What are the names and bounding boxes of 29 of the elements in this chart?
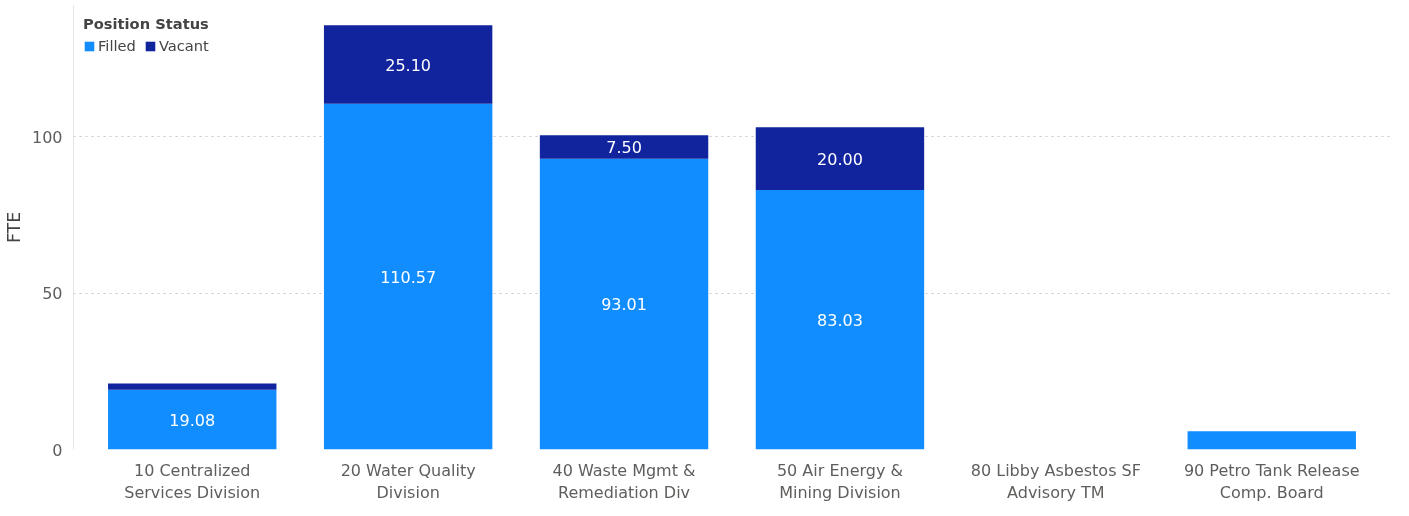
x-tick-label: 10 Centralized Services Division	[124, 460, 261, 503]
bar	[539, 135, 709, 159]
legend-label: Vacant	[158, 37, 209, 54]
data-label: 83.03	[817, 310, 863, 330]
x-tick-label: 50 Air Energy & Mining Division	[776, 460, 903, 503]
data-label: 110.57	[380, 267, 437, 287]
bar	[1187, 431, 1356, 450]
bar	[108, 389, 277, 450]
x-tick-label: 90 Petro Tank Release Comp. Board	[1183, 460, 1360, 503]
data-label: 19.08	[169, 410, 216, 430]
bar	[539, 158, 709, 450]
y-tick-label: 100	[31, 127, 63, 147]
y-axis-title: FTE	[3, 211, 24, 244]
bar	[108, 383, 277, 390]
bar	[323, 25, 493, 104]
bar	[755, 189, 925, 450]
data-label: 93.01	[601, 295, 647, 315]
bar	[323, 103, 493, 450]
x-tick-label: 40 Waste Mgmt & Remediation Div	[552, 460, 696, 503]
bar	[755, 127, 925, 190]
x-tick-label: 20 Water Quality Division	[340, 460, 476, 503]
y-tick-label: 50	[42, 284, 63, 304]
y-tick-label: 0	[52, 440, 63, 460]
x-tick-label: 80 Libby Asbestos SF Advisory TM	[970, 460, 1141, 503]
legend-label: Filled	[98, 37, 136, 54]
data-label: 7.50	[606, 137, 642, 157]
legend-title: Position Status	[83, 15, 209, 32]
data-label: 20.00	[817, 149, 863, 169]
data-label: 25.10	[385, 55, 432, 75]
